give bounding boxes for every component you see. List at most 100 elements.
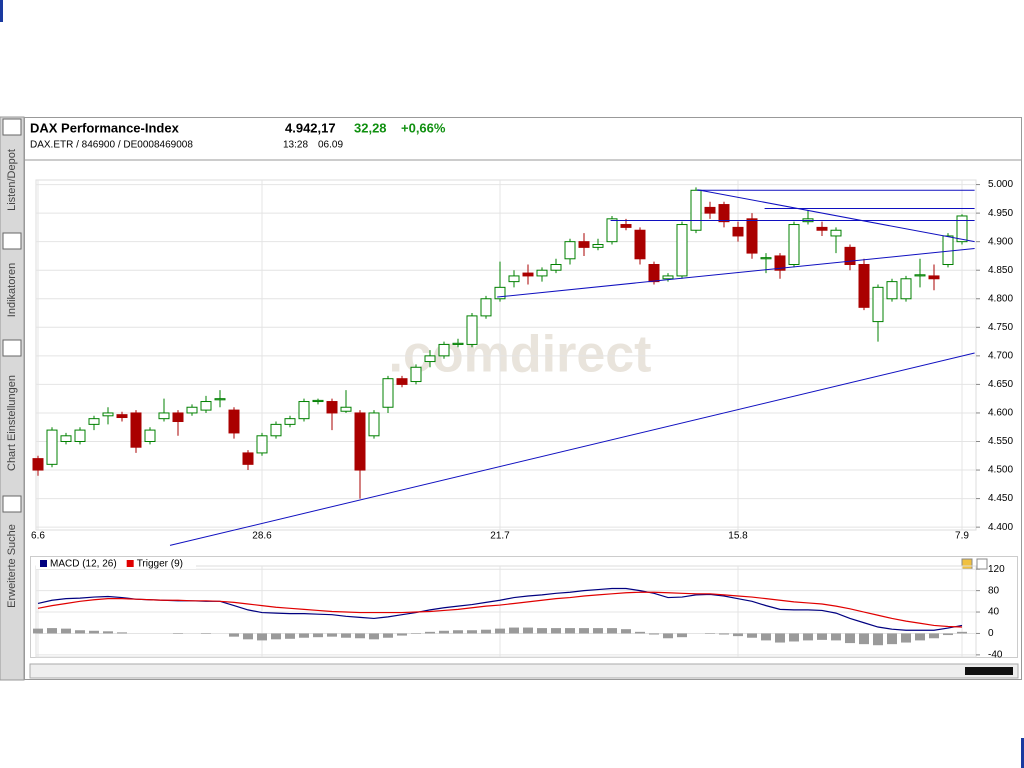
y-tick-label: 4.950 bbox=[988, 208, 1013, 219]
candle-body bbox=[200, 401, 212, 411]
histogram-bar bbox=[341, 633, 351, 638]
candle-body bbox=[844, 246, 856, 266]
candle-body bbox=[424, 355, 436, 363]
candle-body bbox=[74, 429, 86, 443]
histogram-bar bbox=[103, 631, 113, 634]
tab-label[interactable]: Indikatoren bbox=[6, 263, 18, 317]
histogram-bar bbox=[579, 628, 589, 634]
histogram-bar bbox=[285, 633, 295, 639]
watermark: .comdirect bbox=[389, 326, 652, 384]
tab[interactable]: Listen/Depot bbox=[2, 118, 22, 211]
tab[interactable]: Erweiterte Suche bbox=[2, 495, 22, 608]
candle-body bbox=[312, 399, 324, 403]
candle-body bbox=[578, 241, 590, 248]
scroll-thumb[interactable] bbox=[965, 667, 1013, 675]
candle-body bbox=[508, 275, 520, 283]
histogram-bar bbox=[859, 633, 869, 645]
histogram-bar bbox=[201, 633, 211, 634]
histogram-bar bbox=[453, 630, 463, 634]
candle-body bbox=[956, 215, 968, 243]
scrollbar[interactable] bbox=[29, 663, 1019, 679]
candle-body bbox=[214, 398, 226, 401]
candle-body bbox=[704, 206, 716, 214]
quote-time: 13:28 bbox=[283, 140, 308, 151]
tab-label[interactable]: Listen/Depot bbox=[6, 149, 18, 211]
y-tick-label: 4.450 bbox=[988, 493, 1013, 504]
y-tick-label: 80 bbox=[988, 585, 1000, 596]
legend-label: Trigger (9) bbox=[137, 559, 183, 570]
tab-label[interactable]: Erweiterte Suche bbox=[6, 524, 18, 608]
candle-body bbox=[46, 429, 58, 465]
candle-body bbox=[494, 286, 506, 300]
tab-label[interactable]: Chart Einstellungen bbox=[6, 375, 18, 471]
histogram-bar bbox=[593, 628, 603, 634]
candle-body bbox=[466, 315, 478, 345]
candle-body bbox=[648, 264, 660, 283]
histogram-bar bbox=[817, 633, 827, 640]
candle-body bbox=[256, 435, 268, 454]
x-tick-label: 6.6 bbox=[31, 531, 45, 542]
candle-body bbox=[452, 342, 464, 345]
candle-body bbox=[228, 409, 240, 434]
candle-body bbox=[396, 378, 408, 385]
candle-body bbox=[788, 224, 800, 266]
plot-frame bbox=[35, 565, 977, 658]
tab[interactable]: Chart Einstellungen bbox=[2, 339, 22, 471]
histogram-bar bbox=[803, 633, 813, 641]
y-tick-label: 4.550 bbox=[988, 436, 1013, 447]
panel-button[interactable] bbox=[961, 558, 973, 570]
close-button[interactable] bbox=[976, 558, 988, 570]
legend-bg bbox=[36, 558, 196, 569]
candle-body bbox=[634, 229, 646, 260]
histogram-bar bbox=[887, 633, 897, 645]
candle-body bbox=[298, 401, 310, 420]
histogram-bar bbox=[943, 633, 953, 636]
candle-body bbox=[942, 235, 954, 266]
change-percent: +0,66% bbox=[401, 120, 446, 135]
histogram-bar bbox=[635, 631, 645, 634]
histogram-bar bbox=[369, 633, 379, 640]
candle-body bbox=[438, 343, 450, 357]
y-tick-label: 4.400 bbox=[988, 522, 1013, 533]
histogram-bar bbox=[915, 633, 925, 641]
x-tick-label: 21.7 bbox=[490, 531, 510, 542]
histogram-bar bbox=[229, 633, 239, 637]
candle-body bbox=[816, 226, 828, 231]
histogram-bar bbox=[775, 633, 785, 643]
candle-body bbox=[32, 458, 44, 471]
y-tick-label: 120 bbox=[988, 564, 1005, 575]
candle-body bbox=[186, 406, 198, 414]
x-tick-label: 15.8 bbox=[728, 531, 748, 542]
candle-body bbox=[592, 244, 604, 248]
tab[interactable]: Indikatoren bbox=[2, 232, 22, 317]
candle-body bbox=[690, 189, 702, 231]
panel bbox=[24, 117, 1022, 680]
candle-body bbox=[354, 412, 366, 471]
candle-body bbox=[760, 257, 772, 260]
histogram-bar bbox=[117, 632, 127, 634]
candle-body bbox=[536, 269, 548, 277]
y-tick-label: 4.650 bbox=[988, 379, 1013, 390]
candle-body bbox=[620, 224, 632, 228]
histogram-bar bbox=[243, 633, 253, 640]
candle-body bbox=[284, 418, 296, 425]
candle-body bbox=[914, 274, 926, 277]
histogram-bar bbox=[383, 633, 393, 638]
histogram-bar bbox=[551, 628, 561, 634]
y-tick-label: 4.500 bbox=[988, 465, 1013, 476]
candle-body bbox=[368, 412, 380, 437]
candle-body bbox=[928, 275, 940, 280]
histogram-bar bbox=[89, 630, 99, 634]
candle-body bbox=[270, 423, 282, 437]
histogram-bar bbox=[663, 633, 673, 639]
trendline bbox=[497, 248, 975, 298]
y-tick-label: 4.600 bbox=[988, 408, 1013, 419]
histogram-bar bbox=[481, 629, 491, 634]
candle-body bbox=[242, 452, 254, 465]
histogram-bar bbox=[607, 628, 617, 634]
candle-body bbox=[172, 412, 184, 423]
histogram-bar bbox=[327, 633, 337, 637]
histogram-bar bbox=[173, 633, 183, 634]
histogram-bar bbox=[733, 633, 743, 637]
